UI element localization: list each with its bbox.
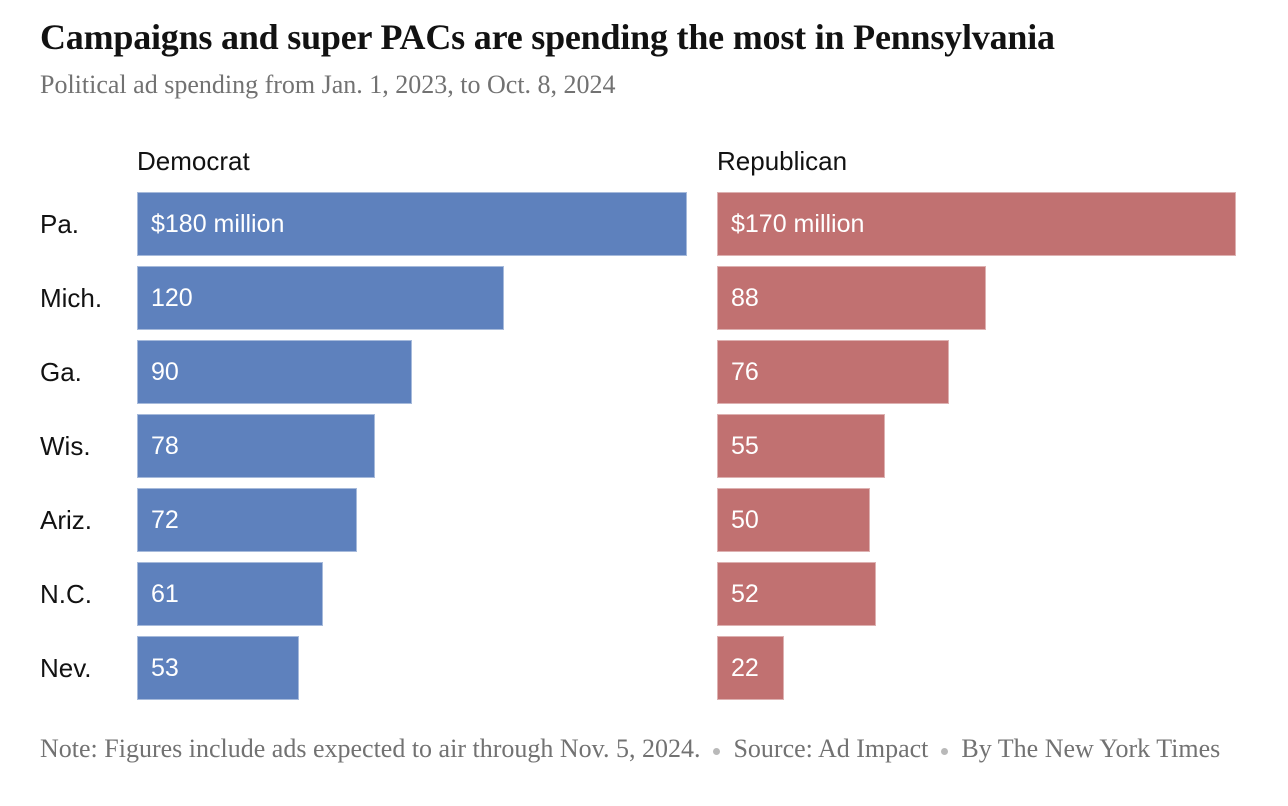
footer-note: Note: Figures include ads expected to ai… xyxy=(40,734,701,764)
democrat-column: 61 xyxy=(137,562,687,627)
row-label: Pa. xyxy=(40,208,80,239)
chart-subtitle: Political ad spending from Jan. 1, 2023,… xyxy=(40,70,616,100)
democrat-bar: 72 xyxy=(137,488,357,553)
footer-byline: By The New York Times xyxy=(961,734,1221,764)
republican-column: 88 xyxy=(717,266,1248,331)
chart-row: N.C. 61 52 xyxy=(40,562,1248,627)
republican-bar: 52 xyxy=(717,562,876,627)
bar-value-label: 61 xyxy=(151,579,179,608)
separator-dot-icon xyxy=(713,748,721,755)
democrat-column: 120 xyxy=(137,266,687,331)
bar-value-label: 78 xyxy=(151,431,179,460)
democrat-bar: 120 xyxy=(137,266,504,331)
chart-page: Campaigns and super PACs are spending th… xyxy=(40,17,1248,767)
chart-rows: Pa. $180 million $170 million Mich. 120 88 Ga.… xyxy=(40,192,1248,701)
republican-bar: 22 xyxy=(717,636,784,701)
bar-value-label: 120 xyxy=(151,283,193,312)
bar-value-label: 55 xyxy=(731,431,759,460)
republican-column: $170 million xyxy=(717,192,1248,257)
bar-value-label: 53 xyxy=(151,653,179,682)
democrat-bar: 53 xyxy=(137,636,299,701)
republican-column: 22 xyxy=(717,636,1248,701)
chart-row: Mich. 120 88 xyxy=(40,266,1248,331)
democrat-column: 72 xyxy=(137,488,687,553)
bar-value-label: 22 xyxy=(731,653,759,682)
bar-value-label: $170 million xyxy=(731,209,865,238)
democrat-column: $180 million xyxy=(137,192,687,257)
bar-value-label: $180 million xyxy=(151,209,285,238)
bar-value-label: 50 xyxy=(731,505,759,534)
republican-bar: 88 xyxy=(717,266,986,331)
bar-chart: Democrat Republican Pa. $180 million $170 … xyxy=(40,146,1248,701)
chart-title: Campaigns and super PACs are spending th… xyxy=(40,17,1055,57)
republican-column: 55 xyxy=(717,414,1248,479)
separator-dot-icon xyxy=(941,748,949,755)
bar-value-label: 76 xyxy=(731,357,759,386)
bar-value-label: 52 xyxy=(731,579,759,608)
row-label: Ariz. xyxy=(40,504,92,535)
column-headers: Democrat Republican xyxy=(40,146,1248,177)
row-label: Ga. xyxy=(40,356,82,387)
column-header-republican: Republican xyxy=(717,146,848,177)
column-header-democrat: Democrat xyxy=(137,146,250,177)
row-label: Mich. xyxy=(40,282,103,313)
democrat-bar: $180 million xyxy=(137,192,687,257)
bar-value-label: 72 xyxy=(151,505,179,534)
label-column-spacer xyxy=(40,146,137,177)
row-label: Nev. xyxy=(40,652,92,683)
democrat-bar: 90 xyxy=(137,340,412,405)
democrat-bar: 61 xyxy=(137,562,323,627)
chart-row: Wis. 78 55 xyxy=(40,414,1248,479)
republican-bar: 55 xyxy=(717,414,885,479)
chart-row: Nev. 53 22 xyxy=(40,636,1248,701)
chart-row: Pa. $180 million $170 million xyxy=(40,192,1248,257)
row-label: N.C. xyxy=(40,578,92,609)
democrat-column: 53 xyxy=(137,636,687,701)
chart-row: Ga. 90 76 xyxy=(40,340,1248,405)
footer-source: Source: Ad Impact xyxy=(733,734,929,764)
bar-value-label: 88 xyxy=(731,283,759,312)
democrat-column: 78 xyxy=(137,414,687,479)
democrat-bar: 78 xyxy=(137,414,375,479)
republican-column: 50 xyxy=(717,488,1248,553)
republican-column: 76 xyxy=(717,340,1248,405)
chart-row: Ariz. 72 50 xyxy=(40,488,1248,553)
republican-column: 52 xyxy=(717,562,1248,627)
row-label: Wis. xyxy=(40,430,91,461)
republican-bar: $170 million xyxy=(717,192,1236,257)
democrat-column: 90 xyxy=(137,340,687,405)
republican-bar: 50 xyxy=(717,488,870,553)
chart-footer: Note: Figures include ads expected to ai… xyxy=(40,731,1248,767)
bar-value-label: 90 xyxy=(151,357,179,386)
republican-bar: 76 xyxy=(717,340,949,405)
